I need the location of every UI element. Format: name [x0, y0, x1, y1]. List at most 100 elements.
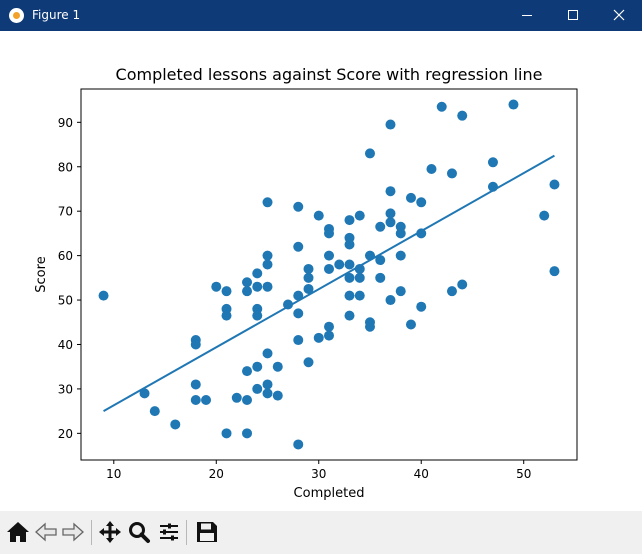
forward-arrow-icon: [62, 522, 84, 542]
scatter-point: [508, 99, 519, 110]
back-button[interactable]: [33, 519, 59, 545]
scatter-point: [344, 272, 355, 283]
maximize-button[interactable]: [550, 0, 596, 31]
scatter-point: [354, 272, 365, 283]
scatter-point: [293, 241, 304, 252]
scatter-point: [170, 419, 181, 430]
scatter-point: [252, 361, 263, 372]
scatter-point: [395, 250, 406, 261]
scatter-point: [242, 286, 253, 297]
axes-frame: [80, 88, 578, 461]
scatter-point: [549, 266, 560, 277]
configure-subplots-button[interactable]: [156, 519, 182, 545]
scatter-point: [364, 148, 375, 159]
scatter-point: [293, 308, 304, 319]
x-tick-label: 30: [311, 467, 326, 481]
scatter-point: [324, 263, 334, 274]
scatter-point: [385, 186, 396, 197]
scatter-point: [375, 272, 386, 283]
scatter-point: [405, 192, 416, 203]
scatter-point: [303, 283, 314, 294]
zoom-button[interactable]: [126, 519, 152, 545]
scatter-point: [446, 168, 457, 179]
scatter-point: [416, 197, 427, 208]
scatter-point: [385, 295, 396, 306]
scatter-point: [262, 197, 273, 208]
scatter-point: [272, 361, 283, 372]
navigation-toolbar: [0, 511, 642, 554]
scatter-point: [211, 281, 222, 292]
scatter-point: [293, 290, 304, 301]
toolbar-separator: [186, 520, 187, 545]
scatter-point: [293, 201, 304, 212]
scatter-point: [252, 310, 263, 321]
scatter-chart: Completed lessons against Score with reg…: [34, 65, 578, 501]
scatter-point: [395, 286, 406, 297]
scatter-point: [252, 383, 263, 394]
scatter-point: [190, 395, 201, 406]
scatter-point: [334, 259, 345, 270]
pan-button[interactable]: [97, 519, 123, 545]
figure-canvas: Completed lessons against Score with reg…: [0, 31, 642, 511]
move-icon: [99, 521, 121, 543]
scatter-point: [190, 379, 201, 390]
y-tick-label: 90: [58, 116, 73, 130]
window-title: Figure 1: [32, 8, 81, 22]
scatter-point: [405, 319, 416, 330]
scatter-point: [375, 255, 386, 266]
scatter-point: [221, 428, 232, 439]
scatter-point: [262, 388, 273, 399]
scatter-point: [324, 330, 334, 341]
forward-button[interactable]: [60, 519, 86, 545]
scatter-point: [221, 286, 232, 297]
floppy-disk-icon: [197, 522, 217, 542]
scatter-point: [446, 286, 457, 297]
scatter-point: [252, 268, 263, 279]
scatter-point: [344, 239, 355, 250]
x-tick-label: 20: [209, 467, 224, 481]
scatter-point: [385, 217, 396, 228]
scatter-point: [324, 250, 334, 261]
scatter-point: [364, 321, 375, 332]
scatter-point: [457, 110, 468, 121]
scatter-point: [242, 366, 253, 377]
home-button[interactable]: [5, 519, 31, 545]
scatter-point: [201, 395, 212, 406]
scatter-point: [262, 379, 273, 390]
sliders-icon: [160, 523, 178, 541]
scatter-point: [354, 290, 365, 301]
chart-title: Completed lessons against Score with reg…: [116, 65, 543, 84]
scatter-point: [324, 228, 334, 239]
close-icon: [613, 9, 625, 21]
y-tick-label: 70: [58, 205, 73, 219]
scatter-point: [416, 301, 427, 312]
scatter-point: [303, 263, 314, 274]
scatter-point: [262, 259, 273, 270]
x-tick-label: 40: [414, 467, 429, 481]
scatter-point: [139, 388, 150, 399]
scatter-point: [385, 119, 396, 130]
scatter-point: [190, 339, 201, 350]
scatter-point: [426, 163, 437, 174]
scatter-point: [242, 428, 253, 439]
scatter-point: [344, 259, 355, 270]
close-button[interactable]: [596, 0, 642, 31]
scatter-point: [375, 221, 386, 232]
scatter-point: [416, 228, 427, 239]
window-titlebar: Figure 1: [0, 0, 642, 31]
y-tick-label: 80: [58, 160, 73, 174]
minimize-button[interactable]: [504, 0, 550, 31]
scatter-point: [149, 406, 160, 417]
scatter-point: [313, 332, 324, 343]
scatter-point: [262, 348, 273, 359]
scatter-point: [436, 101, 447, 112]
scatter-point: [242, 277, 253, 288]
scatter-point: [262, 281, 273, 292]
scatter-point: [303, 357, 314, 368]
scatter-point: [272, 390, 283, 401]
home-icon: [7, 522, 29, 542]
regression-line: [103, 154, 555, 412]
save-button[interactable]: [194, 519, 220, 545]
y-tick-label: 40: [58, 338, 73, 352]
scatter-point: [293, 439, 304, 450]
